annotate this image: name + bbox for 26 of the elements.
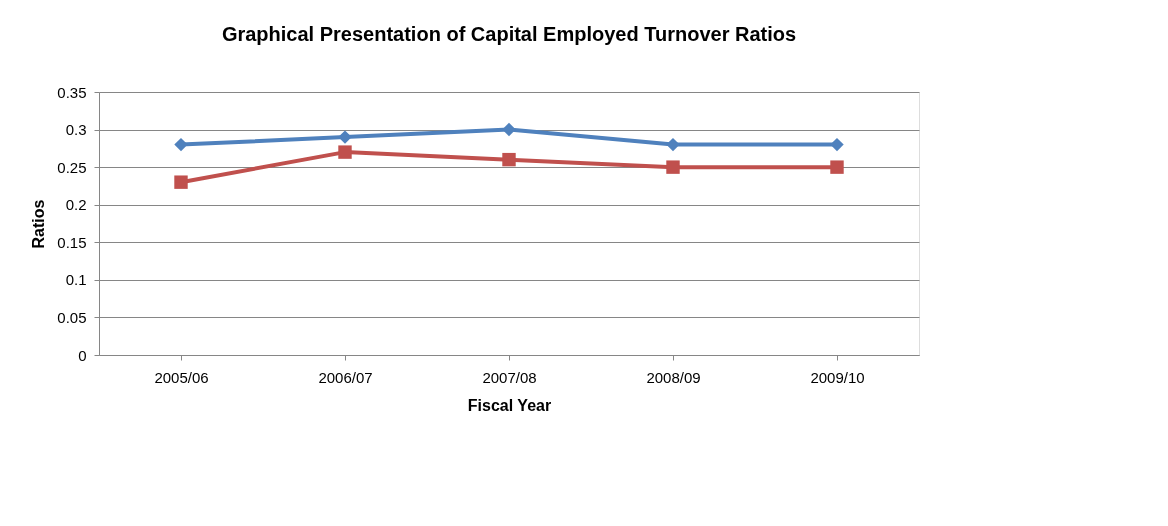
point bbox=[174, 137, 188, 152]
x-tick-label: 2007/08 bbox=[482, 368, 537, 386]
x-tick-label: 2006/07 bbox=[318, 368, 373, 386]
chart-title: Graphical Presentation of Capital Employed Turnover Ratios bbox=[221, 23, 797, 45]
x-tick-label: 2005/06 bbox=[154, 368, 209, 386]
point bbox=[830, 137, 844, 152]
x-tick-label: 2009/10 bbox=[810, 368, 865, 386]
y-tick-label: 0.15 bbox=[57, 233, 87, 251]
x-axis-title: Fiscal Year bbox=[467, 396, 552, 414]
point bbox=[338, 130, 352, 144]
y-tick-label: 0.2 bbox=[65, 196, 87, 214]
y-tick-label: 0.35 bbox=[57, 83, 87, 101]
point bbox=[830, 160, 844, 174]
point bbox=[502, 122, 516, 137]
point bbox=[502, 152, 516, 167]
y-tick-label: 0 bbox=[78, 346, 87, 364]
x-tick-label: 2008/09 bbox=[646, 368, 701, 386]
y-tick-label: 0.05 bbox=[57, 308, 87, 326]
y-tick-label: 0.3 bbox=[65, 121, 87, 139]
point bbox=[174, 175, 188, 189]
point bbox=[666, 137, 680, 152]
y-tick-label: 0.25 bbox=[57, 158, 87, 176]
y-axis-title: Ratios bbox=[30, 199, 48, 249]
y-tick-label: 0.1 bbox=[65, 271, 87, 289]
point bbox=[338, 145, 352, 159]
point bbox=[666, 160, 680, 174]
